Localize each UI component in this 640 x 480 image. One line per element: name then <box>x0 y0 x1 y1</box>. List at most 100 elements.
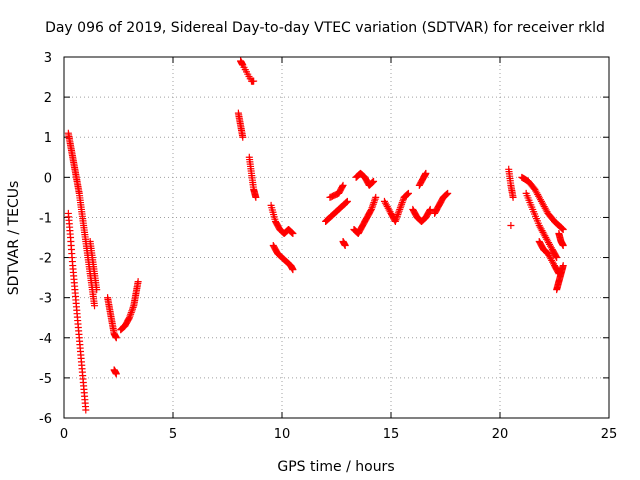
series-arc-f <box>117 278 142 334</box>
data-point <box>559 225 567 233</box>
data-point <box>370 177 378 185</box>
series-arc-k <box>269 242 297 274</box>
data-point <box>372 193 380 201</box>
data-point <box>369 200 377 208</box>
data-point <box>129 305 137 313</box>
y-tick-label: -2 <box>39 252 52 267</box>
series-arc-n <box>339 238 349 250</box>
x-tick-label: 20 <box>492 427 509 442</box>
data-point <box>394 211 402 219</box>
series-arc-t <box>431 189 452 217</box>
series-arc-u <box>505 165 517 201</box>
data-point <box>396 205 404 213</box>
data-point <box>559 262 567 270</box>
series-arc-l <box>322 197 351 225</box>
data-point <box>392 216 400 224</box>
data-point <box>422 169 430 177</box>
data-point <box>338 183 346 191</box>
x-tick-label: 10 <box>274 427 291 442</box>
data-point <box>393 214 401 222</box>
series-arc-j <box>267 201 297 237</box>
data-point <box>127 310 135 318</box>
data-point <box>343 197 351 205</box>
data-point <box>289 266 297 274</box>
series-arc-m <box>326 181 347 201</box>
data-point <box>426 207 434 215</box>
y-tick-label: -5 <box>39 372 52 387</box>
data-point <box>368 204 376 212</box>
data-point <box>91 302 99 310</box>
data-point <box>126 312 134 320</box>
data-point <box>252 193 260 201</box>
series-arc-q <box>380 189 412 225</box>
data-point <box>129 303 137 311</box>
y-tick-label: 2 <box>44 91 52 106</box>
data-point <box>112 370 120 378</box>
data-points <box>64 57 567 414</box>
data-point <box>507 221 515 229</box>
x-tick-labels: 0 5 10 15 20 25 <box>60 427 617 442</box>
axis-ticks <box>63 56 610 419</box>
data-point <box>398 200 406 208</box>
series-arc-e <box>110 366 120 378</box>
data-point <box>393 212 401 220</box>
y-axis-label: SDTVAR / TECUs <box>6 181 22 296</box>
data-point <box>396 204 404 212</box>
x-axis-label: GPS time / hours <box>277 459 394 475</box>
data-point <box>289 229 297 237</box>
y-tick-labels: -6 -5 -4 -3 -2 -1 0 1 2 3 <box>39 51 52 427</box>
plot-frame <box>63 56 610 419</box>
grid-lines <box>64 57 609 418</box>
data-point <box>398 199 406 207</box>
data-point <box>391 217 399 225</box>
series-arc-aa <box>555 229 567 250</box>
data-point <box>367 205 375 213</box>
data-point <box>341 242 349 250</box>
data-point <box>369 202 377 210</box>
y-tick-label: 1 <box>44 131 52 146</box>
data-point <box>370 199 378 207</box>
data-point <box>509 193 517 201</box>
series-arc-y <box>535 238 563 278</box>
data-point <box>553 254 561 262</box>
series-arc-d <box>104 294 120 342</box>
data-point <box>127 309 135 317</box>
data-point <box>82 406 90 414</box>
data-point <box>444 189 452 197</box>
y-tick-label: -1 <box>39 211 52 226</box>
data-point <box>395 207 403 215</box>
data-point <box>93 286 101 294</box>
data-point <box>426 205 434 213</box>
data-point <box>239 133 247 141</box>
data-point <box>404 189 412 197</box>
data-point <box>552 252 560 260</box>
series-arc-h <box>237 57 258 85</box>
x-tick-label: 25 <box>601 427 618 442</box>
series-arc-g <box>234 109 247 141</box>
x-tick-label: 5 <box>169 427 177 442</box>
series-arc-z <box>553 262 567 294</box>
chart-title: Day 096 of 2019, Sidereal Day-to-day VTE… <box>45 20 605 36</box>
data-point <box>559 242 567 250</box>
series-arc-r <box>409 205 434 225</box>
x-tick-label: 15 <box>383 427 400 442</box>
series-arc-c <box>86 238 101 294</box>
data-point <box>125 314 133 322</box>
series-arc-p <box>352 169 378 189</box>
data-point <box>128 307 136 315</box>
data-point <box>112 334 120 342</box>
series-arc-s <box>415 169 430 189</box>
y-tick-label: -6 <box>39 412 52 427</box>
y-tick-label: 0 <box>44 171 52 186</box>
data-point <box>250 77 258 85</box>
y-tick-label: -3 <box>39 292 52 307</box>
data-point <box>371 195 379 203</box>
series-arc-i <box>245 153 260 201</box>
series-arc-o <box>350 193 380 237</box>
data-point <box>399 197 407 205</box>
data-point <box>134 278 142 286</box>
series-arc-x <box>522 189 561 262</box>
x-tick-label: 0 <box>60 427 68 442</box>
series-arc-b <box>64 209 90 414</box>
